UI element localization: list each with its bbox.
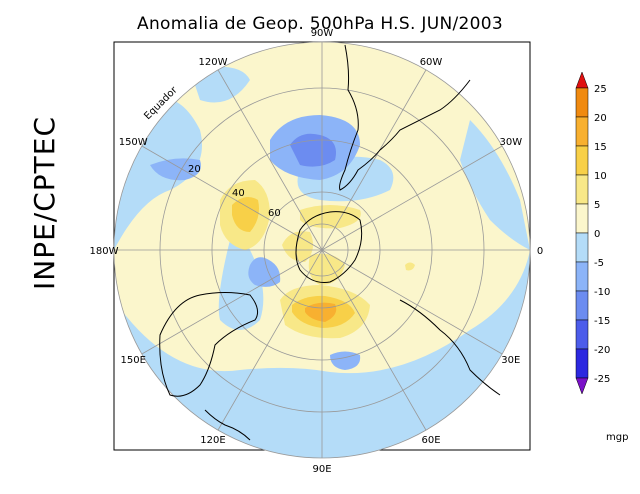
colorbar-segment: [575, 174, 589, 205]
lon-label: 120W: [199, 57, 228, 68]
colorbar-tick-label: -10: [594, 287, 610, 298]
positive-pole-west: [282, 231, 314, 262]
colorbar-segment: [575, 290, 589, 321]
colorbar: 25 20 15 10 5 0 -5 -10 -15 -20 -25: [575, 71, 610, 395]
meridian-line: [217, 69, 323, 251]
indonesia-coast: [204, 409, 251, 441]
lat-label-20: 20: [188, 164, 201, 175]
lon-label: 60W: [420, 57, 443, 68]
lon-label: 180W: [90, 246, 119, 257]
meridian-line: [217, 249, 323, 431]
negative-west-far: [150, 158, 201, 181]
meridians: [114, 42, 530, 458]
colorbar-bottom-arrow: [575, 377, 589, 395]
colorbar-tick-label: 0: [594, 229, 600, 240]
colorbar-tick-label: 20: [594, 113, 607, 124]
colorbar-segment: [575, 232, 589, 263]
lat-label-40: 40: [232, 188, 245, 199]
colorbar-tick-label: -15: [594, 316, 610, 327]
colorbar-top-arrow: [575, 71, 589, 89]
lon-label: 60E: [421, 435, 440, 446]
negative-west-inner: [218, 236, 264, 330]
colorbar-segment: [575, 348, 589, 379]
colorbar-segment: [575, 203, 589, 234]
meridian-line: [321, 145, 503, 251]
south-america-coast: [339, 44, 471, 191]
colorbar-unit: mgp: [606, 432, 628, 443]
colorbar-tick-label: 25: [594, 84, 607, 95]
positive-pole-south: [308, 253, 345, 285]
colorbar-tick-label: 5: [594, 200, 600, 211]
colorbar-tick-label: -5: [594, 258, 604, 269]
colorbar-segment: [575, 145, 589, 176]
negative-outer-south: [114, 250, 530, 458]
colorbar-tick-label: -25: [594, 374, 610, 385]
positive-west-core: [232, 196, 259, 232]
colorbar-segment: [575, 116, 589, 147]
negative-south-small: [330, 351, 361, 370]
africa-coast: [399, 299, 501, 396]
positive-pole-north: [300, 205, 361, 229]
lon-label: 150E: [121, 355, 146, 366]
positive-east-small: [405, 262, 415, 271]
meridian-line: [321, 249, 427, 431]
lon-label: 30W: [499, 137, 522, 148]
lon-label: 30E: [501, 355, 520, 366]
colorbar-tick-label: 15: [594, 142, 607, 153]
lon-label: 150W: [119, 137, 148, 148]
antarctica-coast: [295, 211, 363, 283]
coastlines: [159, 44, 501, 441]
lon-label: 0: [537, 246, 543, 257]
negative-east: [460, 120, 530, 250]
colorbar-segment: [575, 261, 589, 292]
meridian-line: [321, 69, 427, 251]
meridian-line: [141, 249, 323, 355]
colorbar-segment: [575, 319, 589, 350]
lon-label: 90E: [312, 464, 331, 475]
meridian-line: [141, 145, 323, 251]
longitude-labels: 90W 60W 30W 0 30E 60E 90E 120E 150E 180W 150W 120W: [90, 28, 544, 475]
colorbar-tick-label: -20: [594, 345, 610, 356]
lon-label: 120E: [200, 435, 225, 446]
colorbar-segment: [575, 87, 589, 118]
lon-label: 90W: [311, 28, 334, 39]
australia-coast: [159, 292, 259, 397]
lat-label-60: 60: [268, 208, 281, 219]
map-title: Anomalia de Geop. 500hPa H.S. JUN/2003: [137, 14, 503, 34]
colorbar-tick-label: 10: [594, 171, 607, 182]
meridian-line: [321, 249, 503, 355]
